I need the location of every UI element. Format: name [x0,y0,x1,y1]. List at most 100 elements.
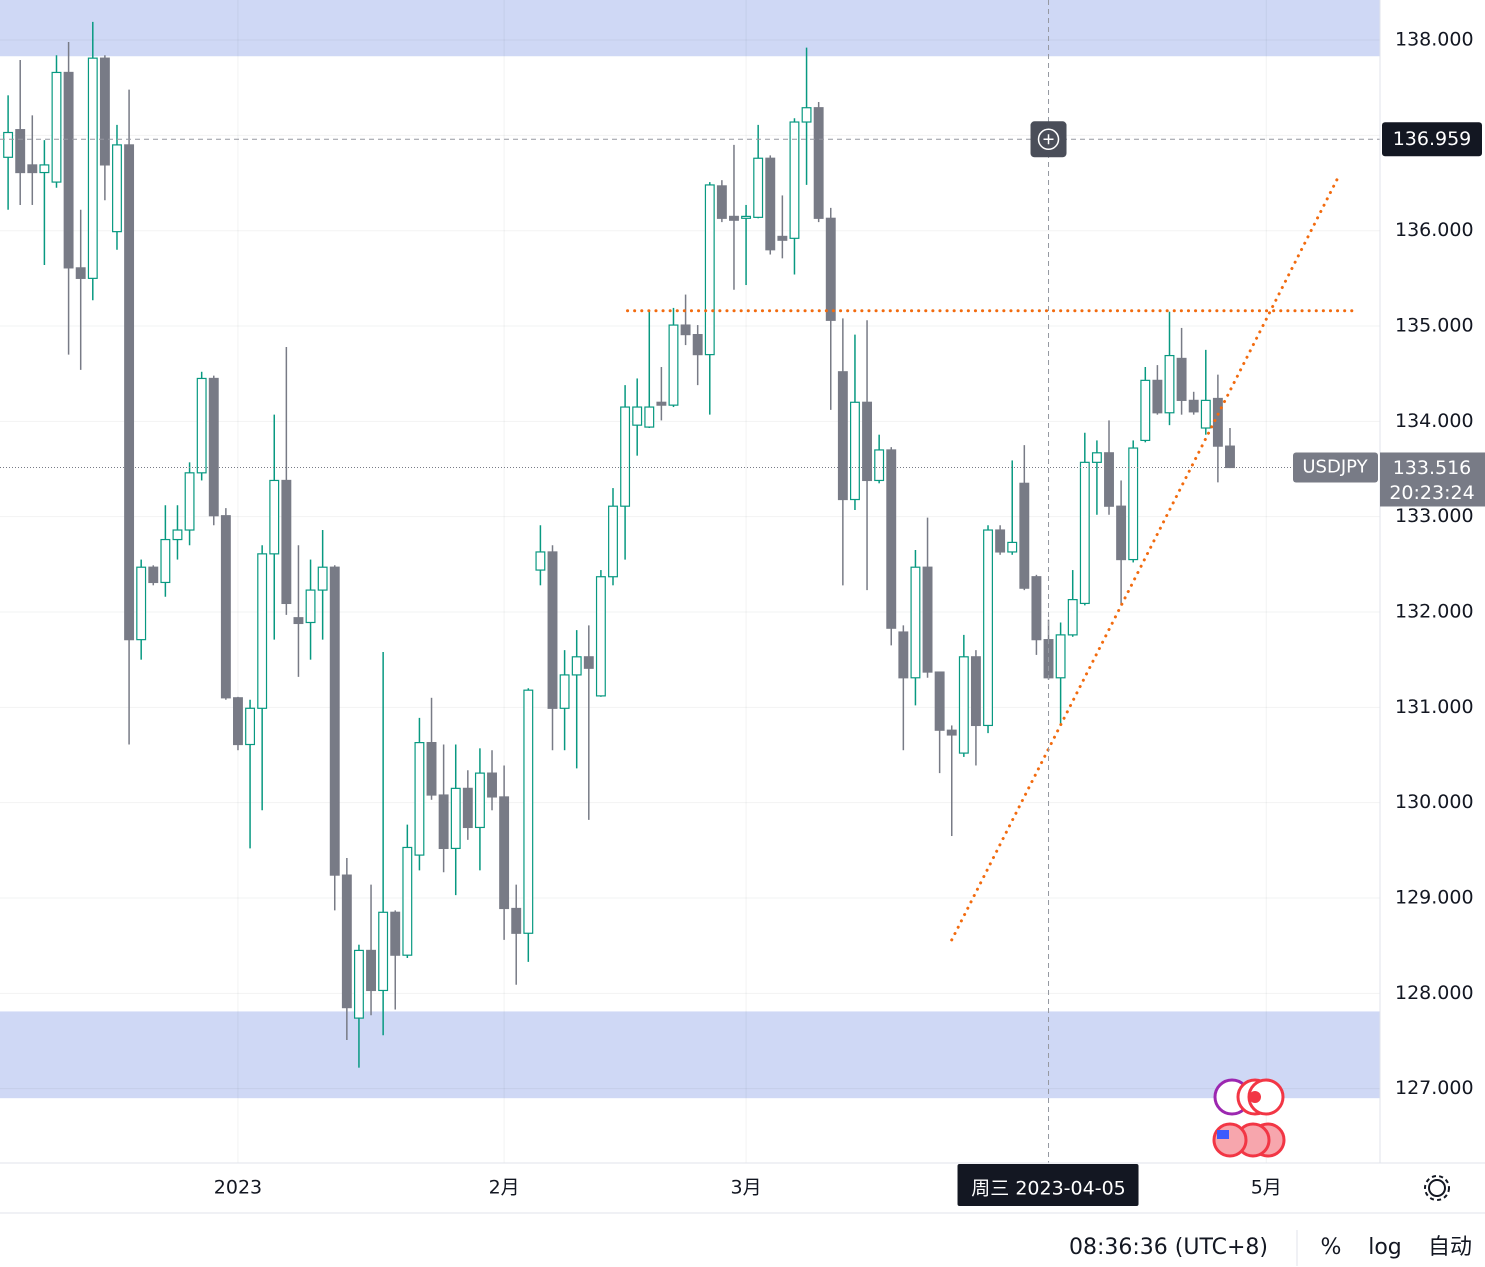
candle-body [293,617,304,625]
candle-body [1079,461,1090,605]
add-button-plus [1043,134,1054,145]
candle-body [1140,379,1151,442]
candle-body [849,401,860,501]
candle-body [499,796,510,910]
candle-body [620,406,631,507]
candle-body [305,589,316,624]
candle-body [741,215,752,219]
crosshair-date-tag [957,1164,1139,1206]
footer-time: 08:36:36 (UTC+8) [1069,1235,1268,1260]
candle-body [341,874,352,1009]
candle-body [329,566,340,876]
crosshair-price-tag [1382,122,1482,157]
candle-body [801,107,812,123]
candle-body [523,689,534,934]
candle-body [837,371,848,501]
candle-body [680,324,691,336]
candle-body [898,631,909,679]
candle-body [378,911,389,992]
candle-body [51,71,62,183]
candle-body [668,324,679,406]
x-tick-label: 2023 [214,1177,262,1199]
y-tick-label: 132.000 [1395,601,1474,623]
candle-body [729,215,739,221]
candle-body [765,157,776,251]
zone [0,0,1380,57]
gear [1428,1179,1446,1197]
candle-body [462,787,473,829]
candle-body [196,377,207,474]
candle-body [1212,397,1223,447]
candle-body [571,656,582,676]
candle-body [1067,599,1078,636]
candle-body [595,576,606,697]
y-tick-label: 127.000 [1395,1077,1474,1099]
x-tick-label: 2月 [489,1177,520,1199]
candle-body [910,566,921,679]
candle-body [1152,379,1163,414]
candle-body [704,184,715,356]
candle-body [281,479,292,605]
crosshair-date-label: 周三 2023-04-05 [971,1178,1125,1200]
y-tick-label: 134.000 [1395,410,1474,432]
percent-button[interactable]: % [1321,1235,1342,1260]
gear-teeth [1424,1175,1450,1201]
trend-line [950,176,1340,942]
candle-body [1116,505,1127,561]
candle-body [3,131,14,158]
candle-body [1019,482,1030,589]
candle-body [487,772,497,798]
candle-body [1091,452,1102,463]
y-tick-label: 136.000 [1395,219,1474,241]
candle-body [632,406,643,426]
candle-body [63,71,74,269]
flag-icon [1212,1122,1248,1158]
candle-body [1031,576,1042,641]
candle-body [184,472,195,531]
candle-body [269,479,280,555]
candle-body [1055,634,1066,679]
candle-body [886,449,897,629]
candle-body [559,674,570,709]
candle-body [874,449,885,482]
candle-body [220,515,231,699]
add-button[interactable] [1030,121,1067,158]
candle-body [75,267,86,279]
candle-body [777,235,788,241]
candle-body [958,656,969,754]
candle-body [390,911,401,956]
candle-body [1200,399,1211,429]
candle-body [87,57,98,279]
candle-body [1225,445,1235,469]
candle-body [208,377,219,517]
event-icons[interactable] [1212,1078,1286,1158]
candle-body [426,742,437,796]
candle-body [547,551,558,709]
candle-body [656,401,667,406]
candle-body [644,406,655,428]
candle-body [995,529,1006,553]
candle-body [99,57,110,166]
candle-body [789,121,800,239]
zone [0,1011,1380,1099]
y-tick-label: 131.000 [1395,696,1474,718]
settings-icon[interactable] [1424,1175,1450,1201]
plot [0,0,1380,1163]
y-tick-label: 129.000 [1395,886,1474,908]
candle-body [934,671,945,731]
candle-body [160,538,171,584]
candle-body [438,794,449,850]
candle-body [317,566,328,591]
candle-body [172,529,183,541]
x-tick-label: 5月 [1251,1177,1282,1199]
candle-body [366,949,376,992]
log-button[interactable]: log [1368,1235,1402,1260]
candle-body [583,656,594,669]
candle-body [922,566,933,673]
price-tag [1380,452,1485,507]
auto-button[interactable]: 自动 [1428,1235,1472,1260]
add-button-ring [1037,128,1060,151]
candle-body [450,787,461,850]
candle-body [1188,399,1199,413]
